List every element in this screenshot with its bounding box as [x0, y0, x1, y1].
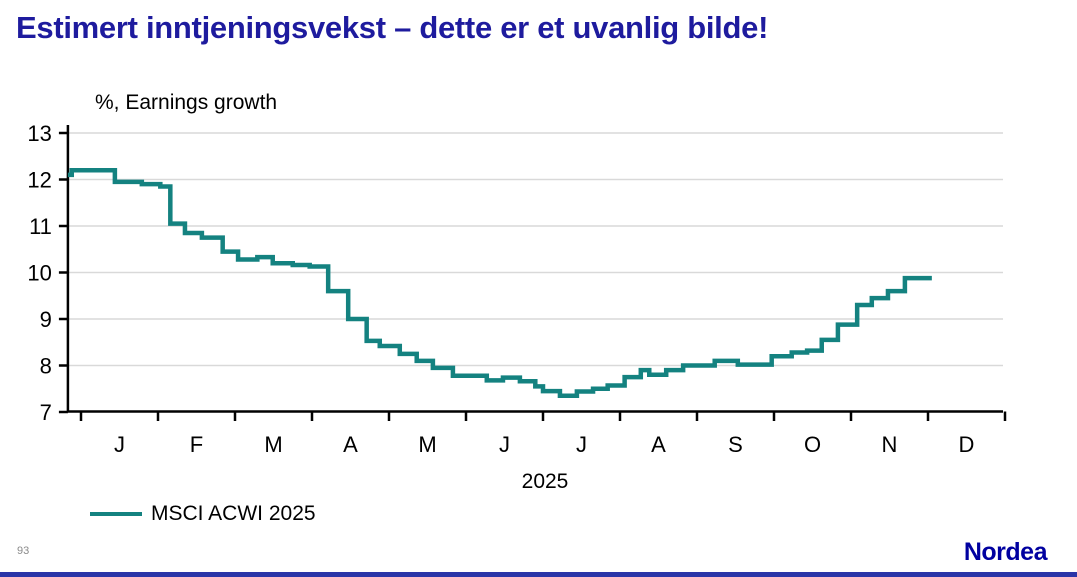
month-label: J [114, 432, 125, 457]
chart-legend: MSCI ACWI 2025 [90, 502, 316, 526]
month-label: M [264, 432, 282, 457]
y-tick-label: 9 [40, 307, 52, 332]
y-axis-title: %, Earnings growth [95, 91, 278, 114]
month-label: O [804, 432, 821, 457]
month-label: A [343, 432, 358, 457]
page-number: 93 [17, 545, 30, 557]
month-label: J [576, 432, 587, 457]
month-label: S [728, 432, 743, 457]
month-label: M [418, 432, 436, 457]
month-label: F [190, 432, 203, 457]
y-tick-label: 10 [27, 261, 51, 286]
slide-title: Estimert inntjeningsvekst – dette er et … [16, 10, 769, 45]
y-tick-label: 12 [27, 168, 51, 193]
nordea-logo: Nordea [963, 538, 1048, 566]
y-tick-label: 13 [27, 121, 51, 146]
y-tick-label: 11 [29, 214, 52, 239]
bottom-accent-bar [0, 572, 1077, 577]
month-label: D [959, 432, 975, 457]
month-label: A [651, 432, 666, 457]
y-tick-label: 8 [40, 354, 52, 379]
month-label: J [499, 432, 510, 457]
x-axis-year-label: 2025 [521, 470, 569, 493]
legend-line-swatch [90, 512, 142, 516]
series-line-msci-acwi-2025 [67, 167, 932, 398]
legend-label: MSCI ACWI 2025 [151, 502, 316, 525]
month-label: N [882, 432, 898, 457]
y-tick-label: 7 [40, 400, 52, 425]
